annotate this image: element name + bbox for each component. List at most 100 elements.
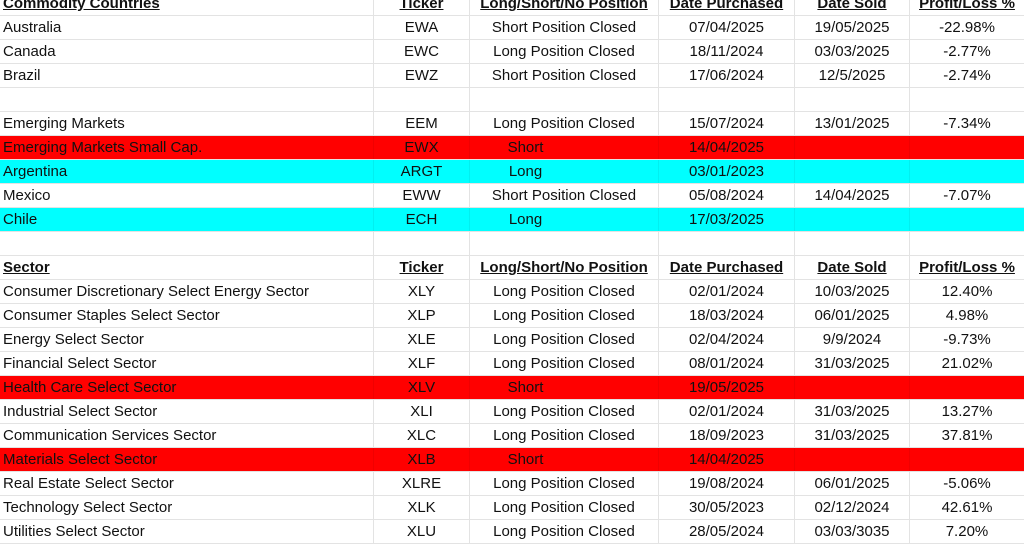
cell-date-sold[interactable]: 31/03/2025 [795, 424, 910, 447]
header-date-purchased[interactable]: Date Purchased [659, 0, 795, 15]
cell-date-sold[interactable] [795, 208, 910, 231]
cell-date-purchased[interactable]: 18/03/2024 [659, 304, 795, 327]
cell-position[interactable]: Short [470, 136, 659, 159]
header-date-purchased[interactable]: Date Purchased [659, 256, 795, 279]
cell-ticker[interactable]: EWA [374, 16, 470, 39]
cell-ticker[interactable]: XLE [374, 328, 470, 351]
cell-name[interactable]: Utilities Select Sector [0, 520, 374, 543]
cell-date-purchased[interactable]: 07/04/2025 [659, 16, 795, 39]
cell-position[interactable]: Long Position Closed [470, 328, 659, 351]
cell-date-purchased[interactable]: 30/05/2023 [659, 496, 795, 519]
cell-position[interactable]: Short [470, 376, 659, 399]
cell-ticker[interactable]: EWX [374, 136, 470, 159]
cell-date-purchased[interactable]: 02/04/2024 [659, 328, 795, 351]
cell-profit-loss[interactable]: 12.40% [941, 283, 993, 300]
cell-date-sold[interactable]: 03/03/2025 [795, 40, 910, 63]
cell-date-sold[interactable]: 02/12/2024 [795, 496, 910, 519]
cell-name[interactable]: Emerging Markets [0, 112, 374, 135]
cell-position[interactable]: Long Position Closed [470, 112, 659, 135]
cell-profit-loss[interactable]: -22.98% [939, 19, 995, 36]
cell-position[interactable] [470, 88, 659, 111]
header-ticker[interactable]: Ticker [374, 0, 470, 15]
cell-date-sold[interactable]: 31/03/2025 [795, 400, 910, 423]
cell-ticker[interactable]: EWZ [374, 64, 470, 87]
cell-date-purchased[interactable]: 02/01/2024 [659, 280, 795, 303]
cell-position[interactable] [470, 232, 659, 255]
cell-ticker[interactable]: XLY [374, 280, 470, 303]
cell-name[interactable] [0, 232, 374, 255]
cell-date-purchased[interactable]: 28/05/2024 [659, 520, 795, 543]
cell-name[interactable]: Mexico [0, 184, 374, 207]
cell-profit-loss[interactable]: -9.73% [943, 331, 991, 348]
cell-name[interactable]: Chile [0, 208, 374, 231]
cell-position[interactable]: Long Position Closed [470, 520, 659, 543]
cell-date-purchased[interactable]: 18/11/2024 [659, 40, 795, 63]
cell-date-purchased[interactable]: 02/01/2024 [659, 400, 795, 423]
cell-profit-loss[interactable]: 13.27% [941, 403, 993, 420]
cell-date-purchased[interactable]: 08/01/2024 [659, 352, 795, 375]
cell-profit-loss[interactable] [910, 88, 1024, 111]
header-ticker[interactable]: Ticker [374, 256, 470, 279]
cell-profit-loss[interactable] [910, 136, 1024, 159]
cell-ticker[interactable]: ARGT [374, 160, 470, 183]
cell-position[interactable]: Long Position Closed [470, 40, 659, 63]
cell-ticker[interactable] [374, 232, 470, 255]
header-position[interactable]: Long/Short/No Position [470, 256, 659, 279]
cell-name[interactable]: Financial Select Sector [0, 352, 374, 375]
cell-position[interactable]: Long [470, 160, 659, 183]
cell-profit-loss[interactable]: 4.98% [945, 307, 989, 324]
cell-ticker[interactable]: XLF [374, 352, 470, 375]
cell-date-purchased[interactable]: 14/04/2025 [659, 448, 795, 471]
header-name[interactable]: Sector [0, 256, 374, 279]
cell-position[interactable]: Long [470, 208, 659, 231]
cell-date-sold[interactable] [795, 448, 910, 471]
cell-position[interactable]: Long Position Closed [470, 304, 659, 327]
cell-name[interactable]: Canada [0, 40, 374, 63]
cell-date-sold[interactable] [795, 160, 910, 183]
cell-ticker[interactable]: XLRE [374, 472, 470, 495]
cell-date-sold[interactable] [795, 376, 910, 399]
cell-date-sold[interactable]: 13/01/2025 [795, 112, 910, 135]
cell-profit-loss[interactable]: 37.81% [941, 427, 993, 444]
cell-ticker[interactable]: XLI [374, 400, 470, 423]
cell-date-purchased[interactable] [659, 88, 795, 111]
cell-date-purchased[interactable] [659, 232, 795, 255]
cell-date-sold[interactable] [795, 136, 910, 159]
cell-date-purchased[interactable]: 15/07/2024 [659, 112, 795, 135]
cell-date-purchased[interactable]: 18/09/2023 [659, 424, 795, 447]
cell-name[interactable]: Consumer Staples Select Sector [0, 304, 374, 327]
cell-profit-loss[interactable] [910, 208, 1024, 231]
cell-date-sold[interactable]: 03/03/3035 [795, 520, 910, 543]
cell-date-purchased[interactable]: 19/05/2025 [659, 376, 795, 399]
header-position[interactable]: Long/Short/No Position [470, 0, 659, 15]
cell-profit-loss[interactable]: 21.02% [941, 355, 993, 372]
cell-profit-loss[interactable]: -2.74% [943, 67, 991, 84]
cell-position[interactable]: Long Position Closed [470, 400, 659, 423]
cell-profit-loss[interactable]: -7.07% [943, 187, 991, 204]
cell-name[interactable]: Consumer Discretionary Select Energy Sec… [0, 280, 374, 303]
cell-position[interactable]: Short Position Closed [470, 64, 659, 87]
cell-date-sold[interactable] [795, 232, 910, 255]
cell-date-purchased[interactable]: 17/03/2025 [659, 208, 795, 231]
cell-date-sold[interactable]: 31/03/2025 [795, 352, 910, 375]
cell-position[interactable]: Short [470, 448, 659, 471]
cell-date-purchased[interactable]: 03/01/2023 [659, 160, 795, 183]
header-name[interactable]: Commodity Countries [0, 0, 374, 15]
cell-profit-loss[interactable] [910, 160, 1024, 183]
cell-date-purchased[interactable]: 14/04/2025 [659, 136, 795, 159]
cell-position[interactable]: Long Position Closed [470, 472, 659, 495]
cell-position[interactable]: Long Position Closed [470, 352, 659, 375]
cell-date-sold[interactable]: 9/9/2024 [795, 328, 910, 351]
header-profit-loss[interactable]: Profit/Loss % [919, 0, 1015, 12]
cell-date-sold[interactable] [795, 88, 910, 111]
cell-position[interactable]: Long Position Closed [470, 424, 659, 447]
cell-position[interactable]: Short Position Closed [470, 16, 659, 39]
cell-date-sold[interactable]: 10/03/2025 [795, 280, 910, 303]
cell-ticker[interactable]: EWW [374, 184, 470, 207]
cell-profit-loss[interactable]: 7.20% [945, 523, 989, 540]
cell-ticker[interactable]: EEM [374, 112, 470, 135]
cell-ticker[interactable]: XLC [374, 424, 470, 447]
cell-position[interactable]: Long Position Closed [470, 496, 659, 519]
cell-profit-loss[interactable] [910, 232, 1024, 255]
cell-name[interactable]: Brazil [0, 64, 374, 87]
